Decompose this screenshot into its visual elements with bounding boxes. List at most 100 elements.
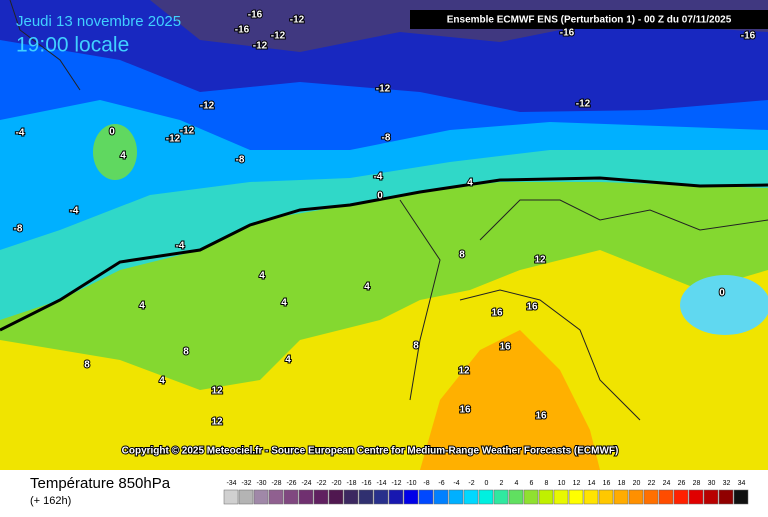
colorbar-swatch (478, 489, 494, 505)
colorbar-label: 28 (693, 480, 701, 487)
contour-label: -12 (180, 126, 195, 137)
legend-title: Température 850hPa (30, 475, 171, 492)
colorbar-label: 34 (738, 480, 746, 487)
time: 19:00 locale (16, 34, 129, 57)
coastline (9, 0, 768, 421)
contour-label: -12 (200, 101, 215, 112)
run-box (410, 10, 768, 29)
colorbar-label: -8 (423, 480, 429, 487)
contour-label: 4 (120, 151, 126, 162)
colorbar-swatch (673, 489, 689, 505)
contour-label: 12 (211, 386, 223, 397)
contour-label: -16 (235, 25, 250, 36)
contour-label: -8 (236, 155, 245, 166)
colorbar-label: -24 (301, 480, 311, 487)
colorbar-label: -26 (286, 480, 296, 487)
zero-isotherm (0, 176, 768, 332)
contour-label: 12 (211, 417, 223, 428)
colorbar-label: -18 (346, 480, 356, 487)
colorbar-label: -22 (316, 480, 326, 487)
contour-label: 16 (499, 342, 511, 353)
colorbar-label: -14 (376, 480, 386, 487)
colorbar-swatch (373, 489, 389, 505)
contour-label: 8 (183, 347, 189, 358)
contour-label: -4 (70, 206, 79, 217)
colorbar-label: 4 (515, 480, 519, 487)
colorbar-swatch (718, 489, 734, 505)
contour-label: 16 (459, 405, 471, 416)
colorbar-label: 20 (633, 480, 641, 487)
east-cold-patch (680, 275, 768, 335)
colorbar-swatch (433, 489, 449, 505)
contour-label: 16 (526, 302, 538, 313)
contour-label: -12 (290, 15, 305, 26)
colorbar-label: -30 (256, 480, 266, 487)
lead-time: (+ 162h) (30, 495, 71, 507)
colorbar-label: 26 (678, 480, 686, 487)
contour-label: -12 (253, 41, 268, 52)
contour-label: 4 (364, 282, 370, 293)
contour-label: 12 (534, 255, 546, 266)
colorbar-label: 30 (708, 480, 716, 487)
colorbar-swatch (238, 489, 254, 505)
contour-label: -12 (166, 134, 181, 145)
colorbar-swatch (523, 489, 539, 505)
contour-label: 12 (458, 366, 470, 377)
colorbar-label: 0 (485, 480, 489, 487)
colorbar-label: -16 (361, 480, 371, 487)
colorbar-label: 22 (648, 480, 656, 487)
colorbar-label: 10 (558, 480, 566, 487)
contour-label: -12 (271, 31, 286, 42)
colorbar-swatch (598, 489, 614, 505)
colorbar-label: -34 (226, 480, 236, 487)
colorbar-label: -12 (391, 480, 401, 487)
colorbar-swatch (658, 489, 674, 505)
colorbar-swatch (418, 489, 434, 505)
colorbar-swatch (253, 489, 269, 505)
colorbar-swatch (328, 489, 344, 505)
colorbar-label: 8 (545, 480, 549, 487)
contour-label: -4 (176, 241, 185, 252)
contour-labels: -16 -12-16-12-12-12-12-12-12-12-8-8-8-4-4… (13, 9, 757, 429)
contour-label: -8 (382, 133, 391, 144)
colorbar-swatch (343, 489, 359, 505)
colorbar-label: 24 (663, 480, 671, 487)
colorbar-swatch (403, 489, 419, 505)
greenland-patch (93, 124, 137, 180)
colorbar-swatch (613, 489, 629, 505)
map: Ensemble ECMWF ENS (Perturbation 1) - 00… (0, 0, 768, 470)
colorbar-swatch (703, 489, 719, 505)
contour-label: -12 (376, 84, 391, 95)
colorbar-swatch (628, 489, 644, 505)
colorbar-label: 12 (573, 480, 581, 487)
colorbar-label: 32 (723, 480, 731, 487)
colorbar-label: -20 (331, 480, 341, 487)
date: Jeudi 13 novembre 2025 (16, 13, 181, 30)
contour-label: 0 (109, 127, 115, 138)
colorbar-swatch (298, 489, 314, 505)
contour-label: 4 (259, 271, 265, 282)
contour-label: 8 (84, 360, 90, 371)
colorbar-swatch (388, 489, 404, 505)
colorbar-swatch (538, 489, 554, 505)
colorbar: -34 -32 -30 -28 -26 -24 -22 -20 -18 -16 -14 -12 -10-… (223, 480, 749, 505)
colorbar-label: 16 (603, 480, 611, 487)
contour-label: -16 (741, 31, 756, 42)
colorbar-swatch (583, 489, 599, 505)
contour-label: 4 (281, 298, 287, 309)
colorbar-label: 2 (500, 480, 504, 487)
colorbar-swatch (553, 489, 569, 505)
contour-label: -8 (14, 224, 23, 235)
colorbar-label: -10 (406, 480, 416, 487)
contour-label: 4 (285, 355, 291, 366)
colorbar-swatch (358, 489, 374, 505)
contour-label: -16 (248, 10, 263, 21)
colorbar-label: 18 (618, 480, 626, 487)
run-info: Ensemble ECMWF ENS (Perturbation 1) - 00… (447, 15, 732, 26)
colorbar-label: -2 (468, 480, 474, 487)
contour-label: -4 (16, 128, 25, 139)
colorbar-swatch (283, 489, 299, 505)
contour-label: 8 (459, 250, 465, 261)
colorbar-swatch (568, 489, 584, 505)
